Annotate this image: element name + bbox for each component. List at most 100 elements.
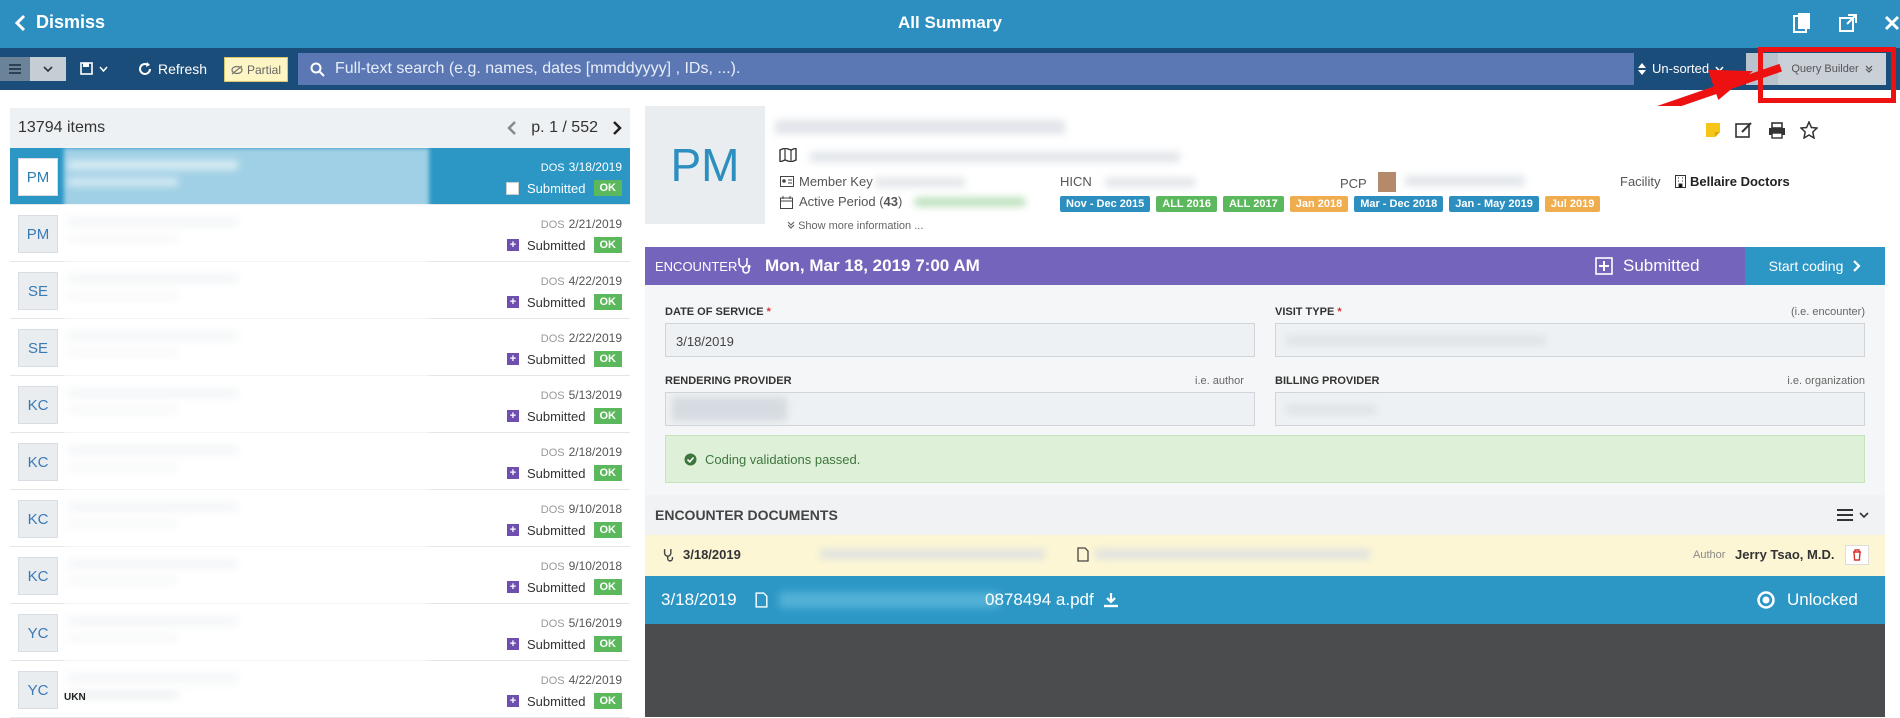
rendering-provider-field[interactable]: [665, 392, 1255, 426]
billing-provider-field[interactable]: [1275, 392, 1865, 426]
required-mark: *: [766, 306, 771, 318]
show-more-link[interactable]: Show more information ...: [787, 220, 923, 232]
plus-square-icon[interactable]: +: [506, 638, 519, 650]
row-status: + Submitted OK: [506, 351, 622, 367]
trash-icon[interactable]: [1845, 545, 1869, 565]
status-badge: OK: [593, 522, 622, 538]
pdf-file-icon: [755, 592, 768, 608]
validation-message: Coding validations passed.: [665, 435, 1865, 483]
dos-value: 5/13/2019: [568, 388, 622, 402]
show-more-label: Show more information ...: [798, 220, 924, 232]
prev-page-icon[interactable]: [507, 120, 517, 136]
pcp-avatar: [1378, 172, 1396, 192]
status-label: Submitted: [526, 522, 586, 538]
save-menu-button[interactable]: [80, 62, 108, 75]
partial-toggle[interactable]: Partial: [224, 57, 288, 82]
radio-circle-icon[interactable]: [1757, 591, 1775, 609]
documents-menu-button[interactable]: [1837, 508, 1869, 522]
coverage-period-pill: ALL 2017: [1222, 196, 1284, 212]
date-of-service-field[interactable]: 3/18/2019: [665, 323, 1255, 357]
pdf-name-redacted: [779, 592, 999, 608]
menu-dropdown-button[interactable]: [30, 57, 66, 81]
avatar: SE: [18, 272, 58, 310]
rendering-provider-hint: i.e. author: [1195, 375, 1244, 387]
encounter-list-panel: 13794 items p. 1 / 552 PM DOS 3/18/2019 Sub…: [10, 108, 630, 718]
copy-document-icon[interactable]: [1792, 12, 1812, 34]
encounter-bar: ENCOUNTER Mon, Mar 18, 2019 7:00 AM Subm…: [645, 247, 1885, 285]
status-label: Submitted: [526, 636, 586, 652]
encounter-form: DATE OF SERVICE * 3/18/2019 VISIT TYPE *…: [645, 285, 1885, 495]
dos-value: 4/22/2019: [568, 274, 622, 288]
document-file-redacted: [1095, 549, 1370, 559]
facility-value: Bellaire Doctors: [1690, 174, 1790, 189]
list-header: 13794 items p. 1 / 552: [10, 108, 630, 148]
visit-type-field[interactable]: [1275, 323, 1865, 357]
close-icon[interactable]: [1884, 12, 1900, 34]
sort-dropdown[interactable]: Un-sorted: [1638, 61, 1724, 76]
patient-detail-redacted: [68, 691, 178, 699]
row-checkbox[interactable]: [505, 181, 519, 195]
coverage-period-pill: ALL 2016: [1156, 196, 1217, 212]
edit-icon[interactable]: [1735, 121, 1753, 139]
required-mark: *: [1337, 306, 1342, 318]
plus-square-icon[interactable]: +: [506, 695, 519, 707]
query-builder-button[interactable]: Query Builder: [1778, 53, 1886, 85]
row-status: + Submitted OK: [506, 522, 622, 538]
plus-square-icon[interactable]: +: [506, 467, 519, 479]
pdf-file-name: 0878494 a.pdf: [985, 590, 1094, 609]
external-link-icon[interactable]: [1838, 12, 1858, 34]
patient-avatar: PM: [645, 106, 765, 224]
plus-square-icon[interactable]: +: [506, 239, 519, 251]
status-badge: OK: [593, 237, 622, 253]
dos-value: 2/21/2019: [568, 217, 622, 231]
member-key-redacted: [875, 178, 965, 187]
plus-square-icon[interactable]: +: [506, 296, 519, 308]
dos-label: DOS: [540, 618, 565, 630]
dismiss-button[interactable]: Dismiss: [14, 12, 105, 33]
dismiss-label: Dismiss: [36, 12, 106, 32]
double-chevron-down-icon: [787, 221, 795, 229]
avatar: YC: [18, 614, 58, 652]
row-status: + Submitted OK: [506, 579, 622, 595]
visit-type-label-text: VISIT TYPE: [1275, 306, 1335, 318]
documents-title: ENCOUNTER DOCUMENTS: [655, 507, 838, 523]
hamburger-icon: [9, 64, 21, 74]
status-label: Submitted: [526, 465, 586, 481]
visit-type-label: VISIT TYPE *: [1275, 306, 1342, 318]
document-row[interactable]: 3/18/2019 Author Jerry Tsao, M.D.: [645, 535, 1885, 576]
chevron-down-icon: [1859, 512, 1869, 518]
status-label: Submitted: [526, 351, 586, 367]
sticky-note-icon[interactable]: [1705, 122, 1721, 138]
dos-value: 2/22/2019: [568, 331, 622, 345]
search-bar: [298, 53, 1634, 85]
billing-provider-hint: i.e. organization: [1787, 375, 1865, 387]
address-redacted: [810, 152, 1180, 162]
plus-square-icon[interactable]: +: [506, 353, 519, 365]
plus-square-icon[interactable]: +: [506, 524, 519, 536]
plus-square-icon[interactable]: +: [506, 410, 519, 422]
next-page-icon[interactable]: [612, 120, 622, 136]
validation-text: Coding validations passed.: [705, 451, 861, 467]
top-bar: Dismiss All Summary: [0, 0, 1900, 48]
active-period-text: Active Period: [799, 194, 876, 209]
chevron-down-icon: [99, 66, 108, 72]
refresh-button[interactable]: Refresh: [138, 61, 207, 77]
menu-button[interactable]: [0, 57, 30, 81]
print-icon[interactable]: [1768, 122, 1786, 139]
map-icon[interactable]: [779, 148, 797, 162]
plus-square-icon[interactable]: +: [506, 581, 519, 593]
search-input[interactable]: [335, 60, 1615, 78]
pager: p. 1 / 552: [507, 119, 622, 137]
dos-value: 9/10/2018: [568, 502, 622, 516]
status-badge: OK: [593, 636, 622, 652]
query-builder-label: Query Builder: [1791, 63, 1859, 75]
dos-label: DOS: [540, 390, 565, 402]
status-label: Submitted: [526, 693, 586, 709]
star-icon[interactable]: [1800, 121, 1818, 139]
start-coding-button[interactable]: Start coding: [1745, 247, 1885, 285]
download-icon[interactable]: [1103, 592, 1119, 608]
active-period-count: 43: [883, 194, 899, 209]
dos-value: 5/16/2019: [568, 616, 622, 630]
stethoscope-icon: [737, 257, 751, 274]
status-badge: OK: [593, 408, 622, 424]
